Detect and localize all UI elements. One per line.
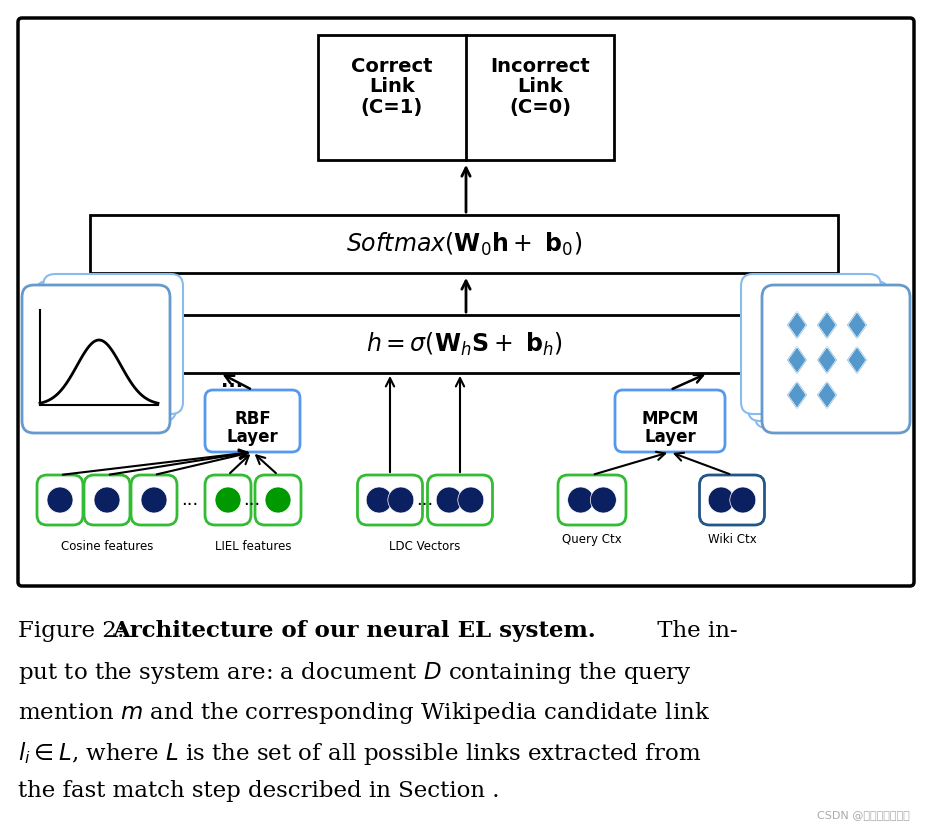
Text: Layer: Layer — [226, 428, 279, 446]
Circle shape — [366, 487, 392, 513]
FancyBboxPatch shape — [741, 274, 881, 414]
Text: RBF: RBF — [234, 410, 271, 428]
Text: Layer: Layer — [644, 428, 696, 446]
FancyBboxPatch shape — [358, 475, 422, 525]
Polygon shape — [818, 382, 836, 408]
Bar — [318, 35, 614, 160]
Text: LIEL features: LIEL features — [214, 540, 291, 553]
Text: Correct: Correct — [351, 57, 432, 76]
FancyBboxPatch shape — [37, 475, 83, 525]
Circle shape — [388, 487, 414, 513]
FancyBboxPatch shape — [36, 281, 176, 421]
Circle shape — [458, 487, 484, 513]
Text: Cosine features: Cosine features — [61, 540, 153, 553]
FancyBboxPatch shape — [700, 475, 764, 525]
FancyBboxPatch shape — [615, 390, 725, 452]
Bar — [90, 215, 838, 273]
Polygon shape — [788, 347, 806, 373]
FancyBboxPatch shape — [18, 18, 914, 586]
Polygon shape — [848, 312, 866, 338]
FancyBboxPatch shape — [131, 475, 177, 525]
Text: ...: ... — [182, 491, 199, 509]
Text: the fast match step described in Section .: the fast match step described in Section… — [18, 780, 500, 802]
Text: put to the system are: a document $D$ containing the query: put to the system are: a document $D$ co… — [18, 660, 692, 686]
Circle shape — [708, 487, 734, 513]
FancyBboxPatch shape — [205, 475, 251, 525]
Circle shape — [141, 487, 167, 513]
FancyBboxPatch shape — [755, 288, 895, 428]
Text: (C=1): (C=1) — [361, 98, 423, 117]
FancyBboxPatch shape — [29, 288, 169, 428]
Text: (C=0): (C=0) — [509, 98, 571, 117]
Text: LDC Vectors: LDC Vectors — [390, 540, 460, 553]
Circle shape — [436, 487, 462, 513]
Circle shape — [265, 487, 291, 513]
Text: CSDN @咋叫咋叫小菜鸟: CSDN @咋叫咋叫小菜鸟 — [817, 810, 910, 820]
Text: Query Ctx: Query Ctx — [562, 533, 622, 546]
Text: $\mathit{Softmax}(\mathbf{W}_0\mathbf{h}+\ \mathbf{b}_0)$: $\mathit{Softmax}(\mathbf{W}_0\mathbf{h}… — [346, 231, 582, 257]
FancyBboxPatch shape — [255, 475, 301, 525]
Polygon shape — [818, 312, 836, 338]
Text: Architecture of our neural EL system.: Architecture of our neural EL system. — [112, 620, 596, 642]
Circle shape — [215, 487, 241, 513]
Text: Incorrect: Incorrect — [490, 57, 590, 76]
Text: ...: ... — [243, 491, 261, 509]
Bar — [90, 315, 838, 373]
Polygon shape — [818, 347, 836, 373]
FancyBboxPatch shape — [84, 475, 130, 525]
FancyBboxPatch shape — [558, 475, 626, 525]
Text: mention $m$ and the corresponding Wikipedia candidate link: mention $m$ and the corresponding Wikipe… — [18, 700, 710, 726]
FancyBboxPatch shape — [43, 274, 183, 414]
Circle shape — [730, 487, 756, 513]
Text: The in-: The in- — [650, 620, 737, 642]
Circle shape — [47, 487, 73, 513]
FancyBboxPatch shape — [762, 285, 910, 433]
Polygon shape — [788, 312, 806, 338]
Circle shape — [94, 487, 120, 513]
Text: Figure 2:: Figure 2: — [18, 620, 131, 642]
FancyBboxPatch shape — [205, 390, 300, 452]
Text: Wiki Ctx: Wiki Ctx — [707, 533, 757, 546]
FancyBboxPatch shape — [22, 285, 170, 433]
Circle shape — [568, 487, 594, 513]
Text: MPCM: MPCM — [641, 410, 699, 428]
FancyBboxPatch shape — [428, 475, 492, 525]
Text: $l_i \in L$, where $L$ is the set of all possible links extracted from: $l_i \in L$, where $L$ is the set of all… — [18, 740, 701, 767]
Text: ...: ... — [222, 372, 243, 391]
Text: $\mathit{h} = \mathit{\sigma}(\mathbf{W}_h\mathbf{S}+\ \mathbf{b}_h)$: $\mathit{h} = \mathit{\sigma}(\mathbf{W}… — [365, 330, 562, 358]
Text: ...: ... — [417, 491, 433, 509]
Text: Link: Link — [517, 77, 563, 96]
Polygon shape — [848, 347, 866, 373]
Circle shape — [590, 487, 616, 513]
Text: Link: Link — [369, 77, 415, 96]
FancyBboxPatch shape — [748, 281, 888, 421]
Polygon shape — [788, 382, 806, 408]
